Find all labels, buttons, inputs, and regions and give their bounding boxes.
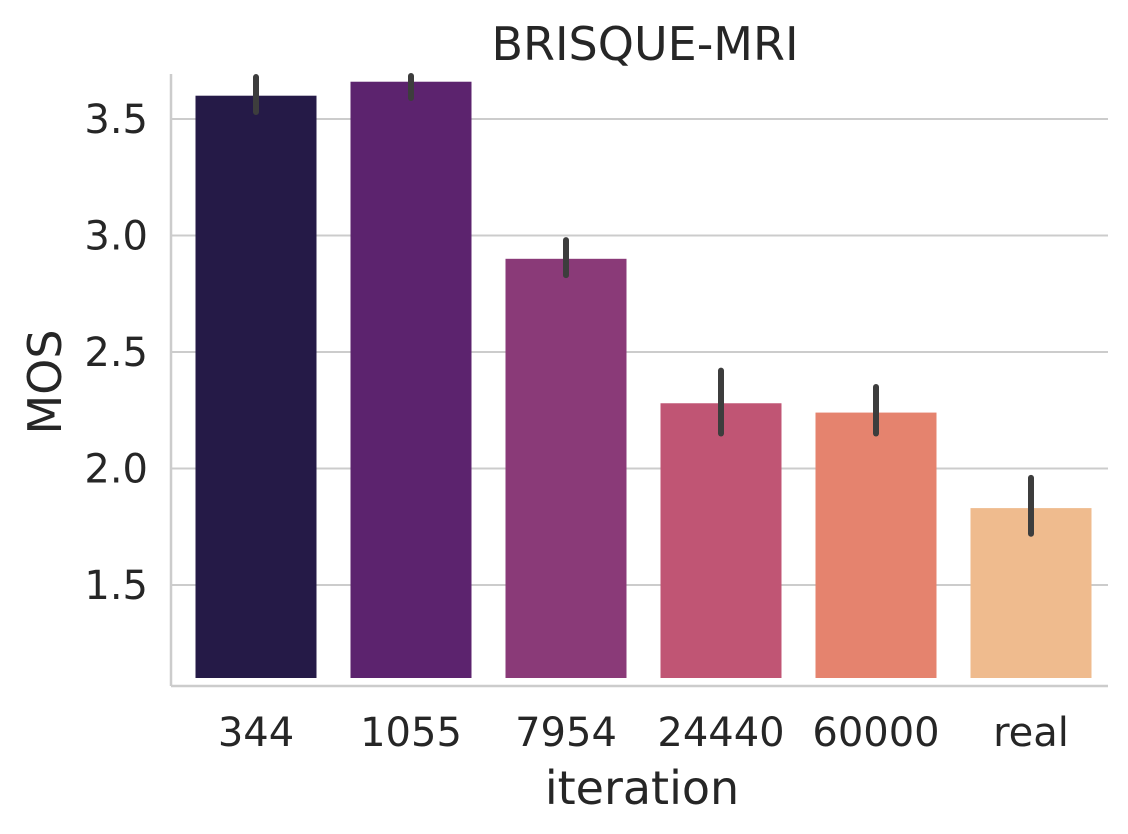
x-tick-labels: 344 1055 7954 24440 60000 real	[218, 710, 1069, 756]
x-tick-label: 60000	[812, 710, 939, 756]
bar-344	[195, 95, 317, 678]
bar-24440	[660, 403, 782, 678]
x-axis-label: iteration	[545, 761, 739, 815]
y-tick-label: 2.0	[84, 447, 148, 493]
bar-7954	[505, 258, 627, 678]
bar-1055	[350, 81, 472, 679]
y-tick-label: 2.5	[84, 330, 148, 376]
x-tick-label: 344	[218, 710, 294, 756]
x-tick-label: real	[993, 710, 1069, 756]
grid-lines	[171, 118, 1108, 586]
x-tick-label: 24440	[657, 710, 784, 756]
y-tick-label: 3.0	[84, 214, 148, 260]
error-bars-group	[253, 73, 1034, 537]
y-tick-label: 3.5	[84, 97, 148, 143]
y-tick-labels: 1.5 2.0 2.5 3.0 3.5	[84, 97, 148, 609]
y-tick-label: 1.5	[84, 563, 148, 609]
bar-60000	[815, 412, 937, 678]
y-axis-label: MOS	[18, 329, 72, 434]
chart-title: BRISQUE-MRI	[491, 17, 798, 71]
bars-group	[195, 81, 1092, 679]
x-tick-label: 7954	[515, 710, 617, 756]
x-tick-label: 1055	[360, 710, 462, 756]
